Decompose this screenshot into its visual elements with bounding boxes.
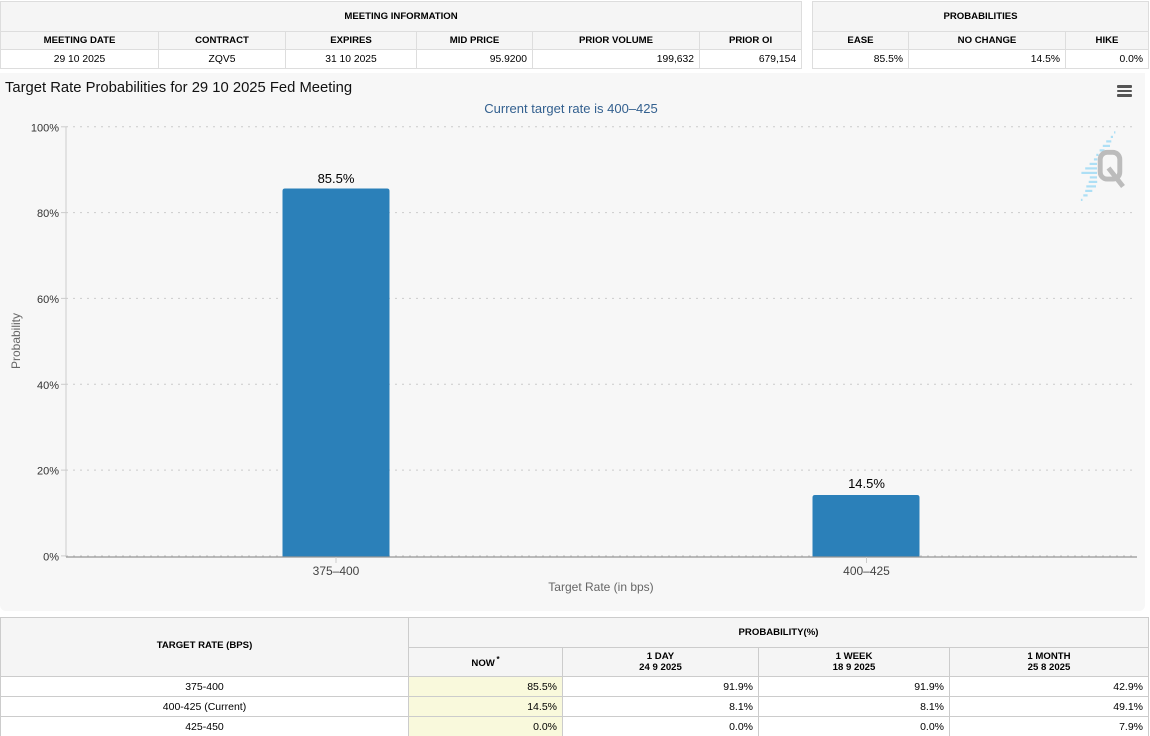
svg-text:40%: 40%	[37, 380, 59, 392]
svg-text:60%: 60%	[37, 294, 59, 306]
svg-text:14.5%: 14.5%	[848, 476, 885, 491]
svg-text:20%: 20%	[37, 466, 59, 478]
svg-text:Target Rate (in bps): Target Rate (in bps)	[548, 580, 653, 594]
svg-text:0%: 0%	[43, 551, 59, 563]
svg-text:80%: 80%	[37, 208, 59, 220]
svg-text:100%: 100%	[31, 122, 59, 134]
svg-text:Probability: Probability	[9, 313, 23, 369]
svg-text:400–425: 400–425	[843, 564, 890, 578]
svg-text:375–400: 375–400	[313, 564, 360, 578]
svg-text:85.5%: 85.5%	[318, 171, 355, 186]
